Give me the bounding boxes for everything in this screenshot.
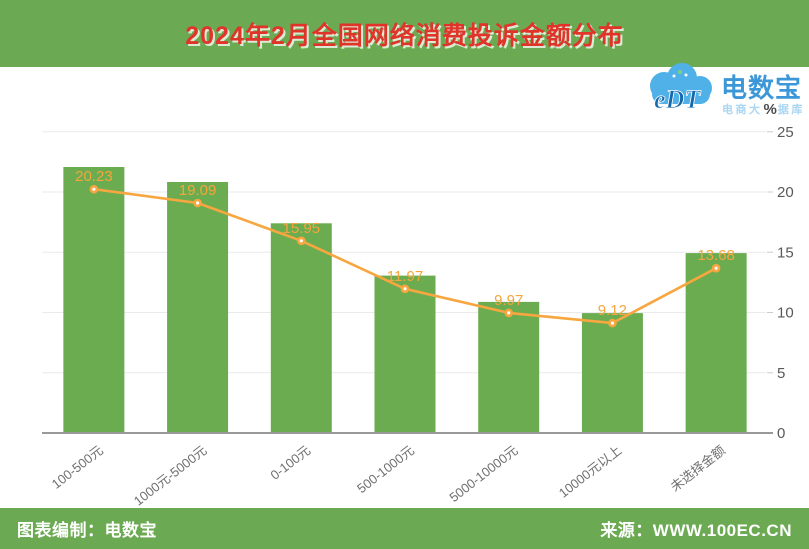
y-tick-label: 15 <box>777 244 794 261</box>
bar[interactable] <box>63 167 125 433</box>
category-label: 10000元以上 <box>556 442 624 500</box>
bar[interactable] <box>167 182 229 433</box>
line-marker-dot <box>299 239 303 243</box>
value-label: 9.12 <box>598 302 627 319</box>
bar[interactable] <box>478 301 540 433</box>
y-tick-label: 25 <box>777 124 794 141</box>
bar[interactable] <box>374 275 436 433</box>
y-tick-label: 5 <box>777 365 785 382</box>
y-tick-label: 20 <box>777 184 794 201</box>
footer-source: 来源：WWW.100EC.CN <box>600 521 792 540</box>
y-tick-label: 10 <box>777 305 794 322</box>
category-label: 500-1000元 <box>354 442 417 496</box>
value-label: 20.23 <box>75 168 113 185</box>
category-label: 0-100元 <box>268 442 314 482</box>
bar[interactable] <box>270 223 332 433</box>
line-marker-dot <box>507 311 511 315</box>
y-tick-label: 0 <box>777 425 785 442</box>
line-marker-dot <box>196 201 200 205</box>
edt-cloud-label: eDT <box>654 85 701 114</box>
value-label: 15.95 <box>283 220 321 237</box>
category-label: 100-500元 <box>49 442 106 491</box>
logo-brand-text: 电数宝 <box>721 73 803 103</box>
line-marker-dot <box>610 321 615 325</box>
logo-subtitle-left: 电商大 <box>722 104 763 116</box>
bar[interactable] <box>685 253 747 433</box>
bar[interactable] <box>581 313 643 433</box>
value-label: 9.97 <box>494 292 523 309</box>
line-marker-dot <box>714 266 718 270</box>
value-label: 11.97 <box>387 268 423 285</box>
line-marker-dot <box>403 287 407 291</box>
line-marker-dot <box>92 187 96 191</box>
header: 2024年2月全国网络消费投诉金额分布 <box>0 0 809 67</box>
footer: 图表编制：电数宝 来源：WWW.100EC.CN <box>0 508 809 549</box>
chart-title: 2024年2月全国网络消费投诉金额分布 <box>185 21 624 50</box>
y-axis-unit-label: % <box>763 101 777 118</box>
logo-subtitle: 电商大%据库 <box>722 100 805 118</box>
category-label: 1000元-5000元 <box>131 442 210 508</box>
category-label: 5000-10000元 <box>446 442 520 505</box>
value-label: 19.09 <box>179 182 217 199</box>
value-label: 13.68 <box>697 247 735 264</box>
footer-credit: 图表编制：电数宝 <box>17 521 157 540</box>
logo-subtitle-right: 据库 <box>777 104 805 116</box>
category-label: 未选择金额 <box>668 442 728 494</box>
edt-cloud-icon: eDT <box>650 63 712 114</box>
logo: eDT 电数宝 电商大%据库 <box>640 60 809 122</box>
